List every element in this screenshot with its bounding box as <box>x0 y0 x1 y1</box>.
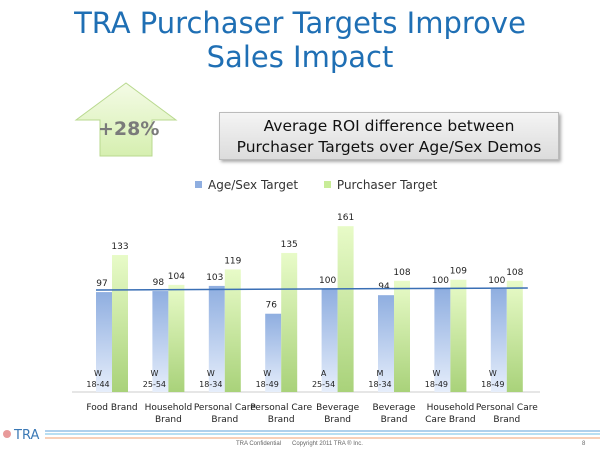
bar-age-sex <box>490 289 507 392</box>
data-label-purchaser: 104 <box>168 272 185 282</box>
roi-callout-box: Average ROI difference between Purchaser… <box>219 112 559 160</box>
demo-label-gender: M <box>377 369 384 378</box>
chart-legend: Age/Sex Target Purchaser Target <box>195 177 437 192</box>
footer-copyright: Copyright 2011 TRA ® Inc. <box>292 441 363 447</box>
category-label: Household <box>145 403 193 413</box>
demo-label-age: 18-34 <box>199 380 222 389</box>
demo-label-age: 18-49 <box>425 380 448 389</box>
bar-age-sex <box>378 295 394 392</box>
data-label-age-sex: 76 <box>265 301 277 311</box>
category-label: Brand <box>268 415 295 425</box>
demo-label-gender: W <box>263 369 271 378</box>
category-label: Personal Care <box>194 403 256 413</box>
demo-label-age: 18-34 <box>368 380 391 389</box>
demo-label-age: 25-54 <box>143 380 166 389</box>
category-label: Food Brand <box>86 403 137 413</box>
legend-label-purchaser: Purchaser Target <box>336 177 438 192</box>
legend-label-age-sex: Age/Sex Target <box>208 177 299 192</box>
bar-purchaser <box>394 280 410 392</box>
demo-label-gender: W <box>94 369 102 378</box>
category-label: Brand <box>155 415 182 425</box>
callout-line-1: Average ROI difference between <box>263 117 515 135</box>
category-label: Brand <box>493 415 520 425</box>
bar-age-sex <box>152 291 169 392</box>
slide-title: TRA Purchaser Targets Improve Sales Impa… <box>0 6 600 74</box>
callout-line-2: Purchaser Targets over Age/Sex Demos <box>236 138 542 156</box>
data-label-age-sex: 100 <box>488 276 505 286</box>
data-label-age-sex: 94 <box>378 282 390 292</box>
bar-purchaser <box>506 280 523 392</box>
bar-purchaser <box>337 226 354 392</box>
data-label-age-sex: 98 <box>153 278 165 288</box>
data-label-purchaser: 108 <box>393 268 410 278</box>
demo-label-gender: W <box>432 369 440 378</box>
category-label: Household <box>427 403 475 413</box>
data-label-purchaser: 119 <box>224 256 241 266</box>
page-number: 8 <box>582 441 586 447</box>
average-line <box>95 287 528 291</box>
bar-purchaser <box>168 284 185 392</box>
title-line-2: Sales Impact <box>206 40 394 74</box>
data-label-purchaser: 161 <box>337 213 354 223</box>
up-arrow-icon <box>74 82 178 157</box>
data-label-purchaser: 133 <box>111 242 128 252</box>
data-label-purchaser: 135 <box>281 240 298 250</box>
demo-label-age: 18-49 <box>256 380 279 389</box>
legend-swatch-purchaser <box>323 181 331 188</box>
data-label-age-sex: 100 <box>432 276 449 286</box>
bar-age-sex <box>96 292 112 392</box>
category-label: Brand <box>324 415 351 425</box>
title-line-1: TRA Purchaser Targets Improve <box>74 6 526 40</box>
legend-swatch-age-sex <box>195 181 202 188</box>
roi-percent: +28% <box>98 118 160 140</box>
bar-purchaser <box>112 255 128 392</box>
category-label: Brand <box>211 415 238 425</box>
category-label: Personal Care <box>250 403 312 413</box>
bar-age-sex <box>434 289 451 392</box>
category-label: Care Brand <box>425 415 476 425</box>
data-label-age-sex: 100 <box>319 276 336 286</box>
bar-purchaser <box>450 279 467 392</box>
bar-purchaser <box>224 269 241 392</box>
footer-confidential: TRA Confidential <box>236 441 282 447</box>
category-label: Brand <box>381 415 408 425</box>
bar-purchaser <box>281 252 298 392</box>
data-label-purchaser: 108 <box>506 268 523 278</box>
demo-label-gender: W <box>207 369 215 378</box>
demo-label-age: 18-49 <box>481 380 504 389</box>
demo-label-gender: W <box>489 369 497 378</box>
category-label: Beverage <box>316 403 360 413</box>
demo-label-gender: A <box>321 369 327 378</box>
category-label: Beverage <box>372 403 416 413</box>
tra-logo: TRA <box>13 428 39 443</box>
demo-label-age: 18-44 <box>86 380 109 389</box>
demo-label-age: 25-54 <box>312 380 335 389</box>
bar-age-sex <box>321 289 338 392</box>
demo-label-gender: W <box>150 369 158 378</box>
category-label: Personal Care <box>476 403 538 413</box>
footer-rules: TRA <box>3 428 600 443</box>
bar-age-sex <box>208 285 225 392</box>
logo-mark-icon <box>3 430 11 438</box>
data-label-age-sex: 97 <box>96 279 107 289</box>
data-label-purchaser: 109 <box>450 267 467 277</box>
data-label-age-sex: 103 <box>206 273 223 283</box>
bar-age-sex <box>265 313 282 392</box>
